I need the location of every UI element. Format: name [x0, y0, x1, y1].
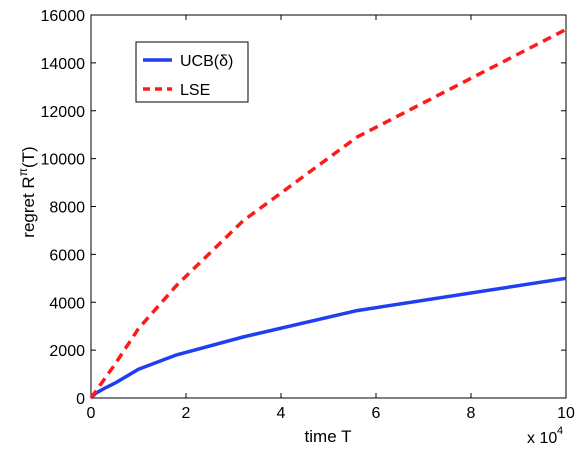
x-axis-title: time T: [305, 427, 352, 446]
y-tick-label: 16000: [41, 8, 86, 25]
legend-box: [135, 41, 249, 103]
svg-text:4: 4: [557, 425, 563, 437]
legend: UCB(δ) LSE: [135, 41, 249, 103]
legend-label-lse: LSE: [180, 82, 210, 99]
y-tick-label: 0: [76, 391, 85, 408]
y-axis-title: regret Rπ(T): [16, 146, 38, 237]
legend-label-ucb: UCB(δ): [180, 53, 233, 70]
y-tick-label: 10000: [41, 152, 86, 169]
svg-text:x 10: x 10: [527, 430, 557, 447]
x-tick-label: 6: [372, 405, 381, 422]
x-tick-label: 10: [557, 405, 575, 422]
series-line-ucb: [89, 276, 567, 400]
series-lines: [89, 27, 567, 400]
y-tick-label: 12000: [41, 104, 86, 121]
series-line-lse: [89, 27, 567, 400]
x-ticks: 0 2 4 6 8 10: [87, 15, 575, 422]
y-tick-label: 8000: [49, 200, 85, 217]
x-tick-label: 2: [182, 405, 191, 422]
x-tick-label: 8: [467, 405, 476, 422]
x-tick-label: 0: [87, 405, 96, 422]
y-tick-label: 6000: [49, 247, 85, 264]
y-tick-label: 2000: [49, 343, 85, 360]
x-axis-multiplier: x 10 4: [527, 425, 563, 447]
y-tick-label: 14000: [41, 56, 86, 73]
y-tick-label: 4000: [49, 295, 85, 312]
x-tick-label: 4: [277, 405, 286, 422]
y-ticks: 0 2000 4000 6000 8000 10000 12000 14000 16000: [41, 8, 566, 408]
